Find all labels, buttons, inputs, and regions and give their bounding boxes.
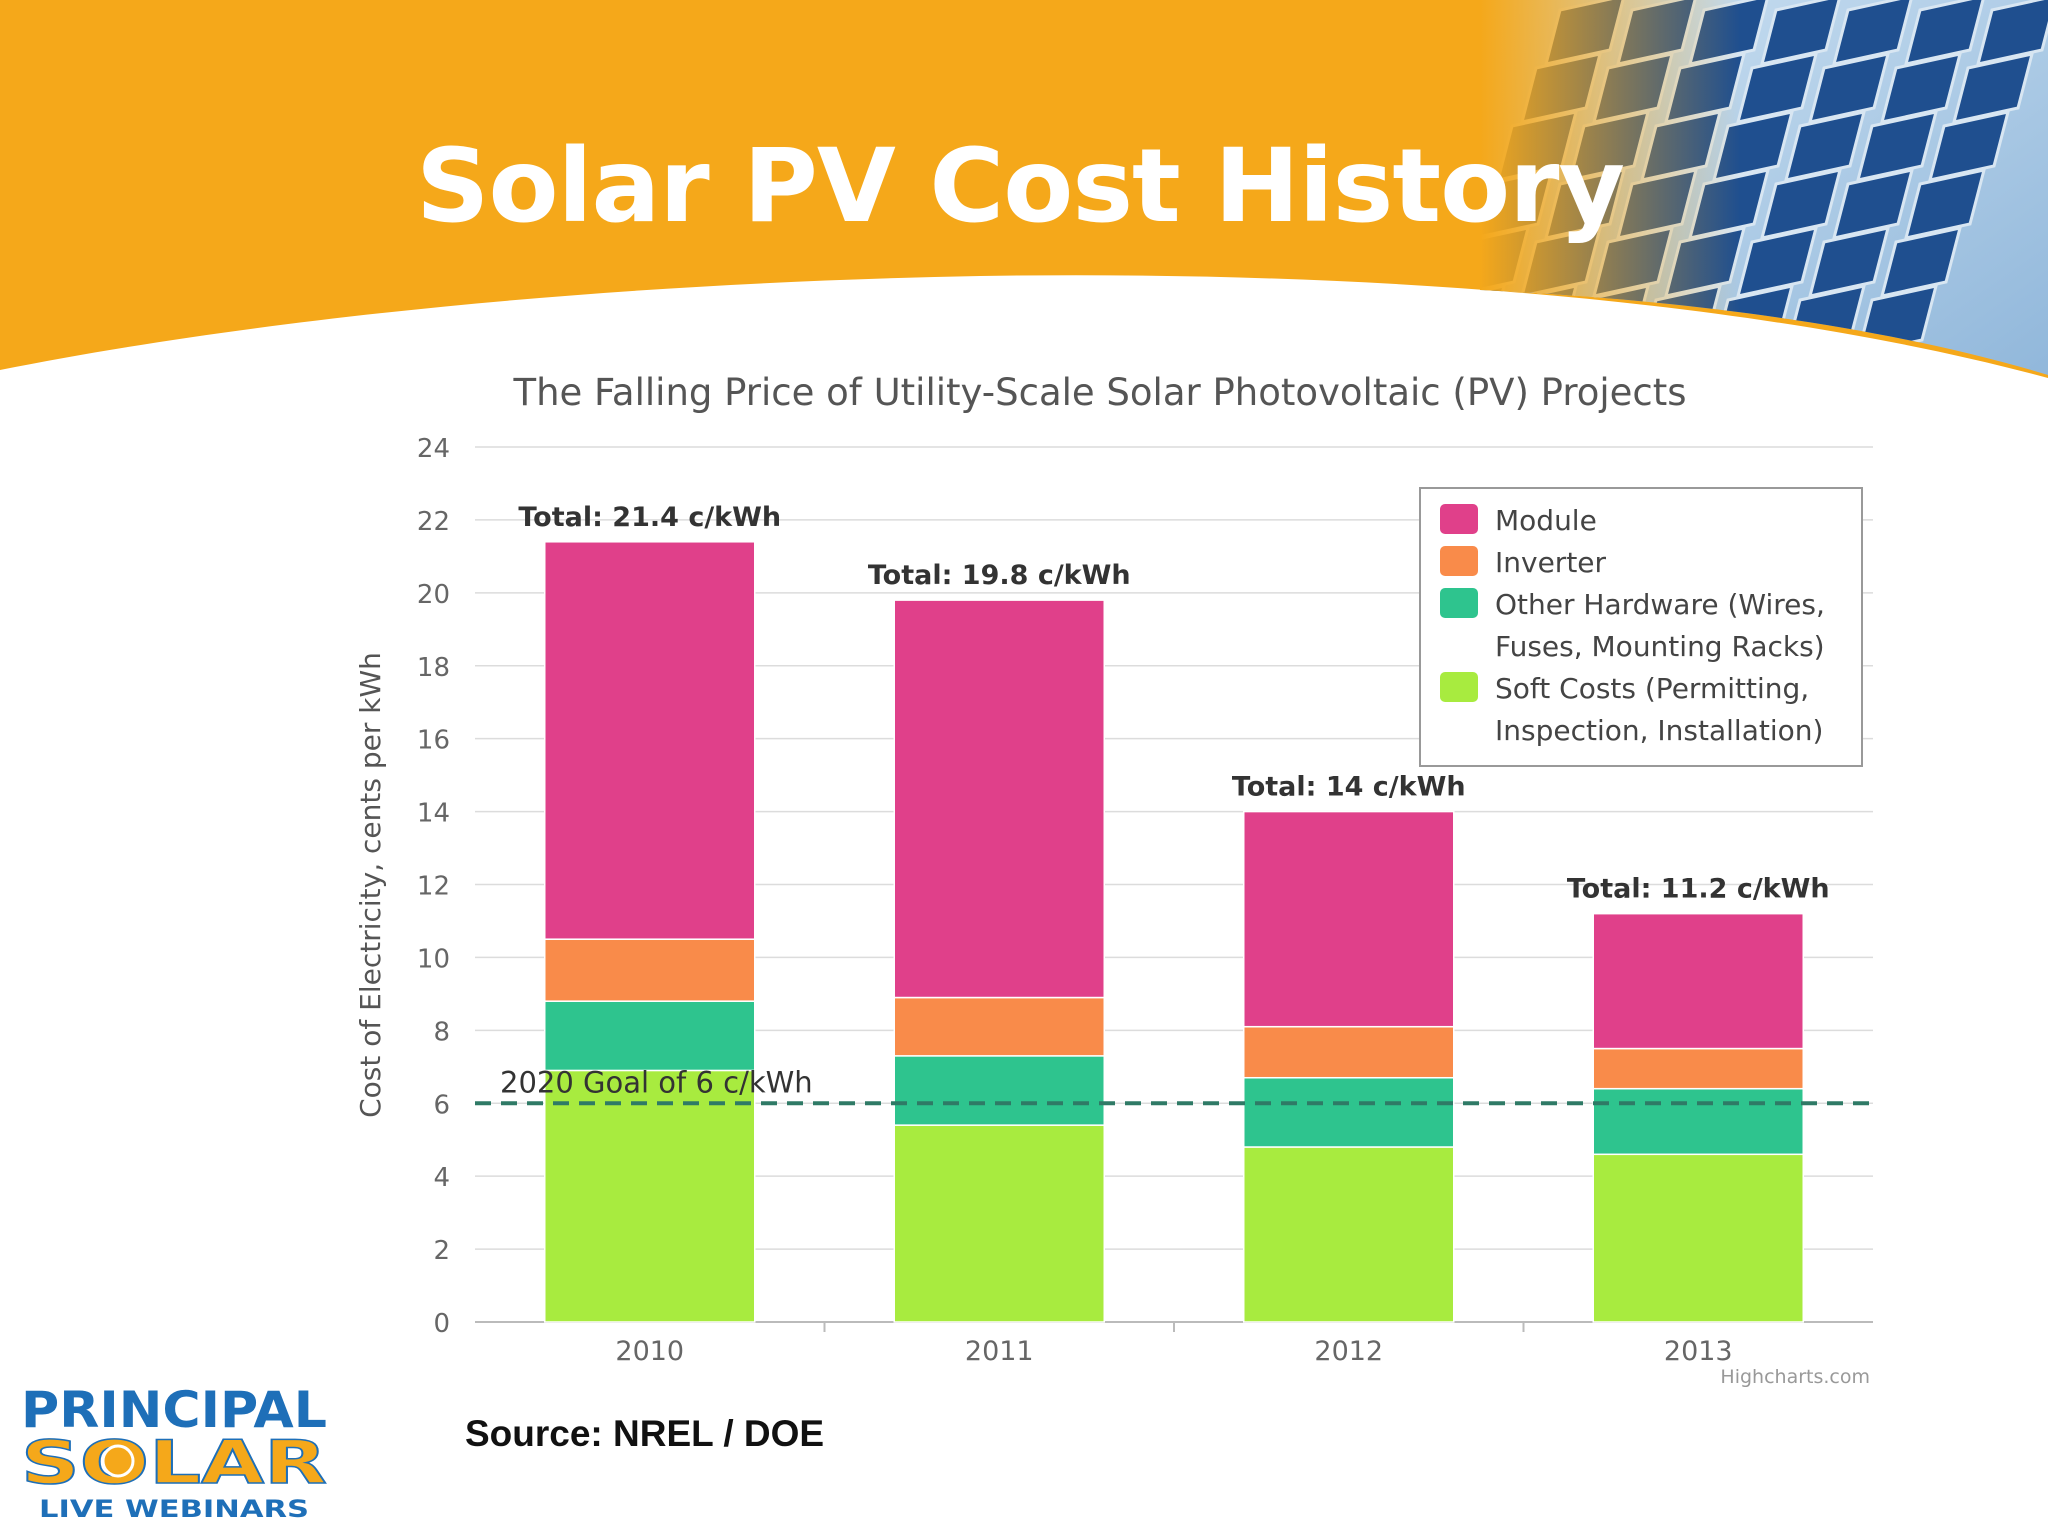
y-tick-label: 16	[417, 726, 450, 756]
y-tick-label: 6	[433, 1090, 450, 1120]
bar-segment	[1592, 1087, 1804, 1156]
legend-label: Inverter	[1495, 546, 1607, 579]
solar-panel-cell	[1807, 52, 1891, 124]
legend-swatch	[1440, 672, 1478, 702]
legend-label: Module	[1495, 504, 1597, 537]
goal-label: 2020 Goal of 6 c/kWh	[500, 1065, 813, 1099]
solar-panel-cell	[1855, 110, 1939, 182]
bar-segment	[544, 1069, 756, 1323]
x-tick-label: 2010	[615, 1336, 684, 1367]
y-tick-label: 0	[433, 1309, 450, 1339]
total-label: Total: 14 c/kWh	[1232, 772, 1466, 803]
slide-title: Solar PV Cost History	[416, 127, 1625, 246]
y-axis-label: Cost of Electricity, cents per kWh	[354, 652, 387, 1118]
legend-label: Other Hardware (Wires,	[1495, 588, 1825, 621]
y-tick-label: 14	[417, 799, 450, 829]
solar-panel-cell	[1759, 168, 1843, 240]
logo-word-principal: PRINCIPAL	[21, 1381, 327, 1439]
y-tick-label: 2	[433, 1236, 450, 1266]
legend-label: Fuses, Mounting Racks)	[1495, 630, 1825, 663]
logo-sun-icon	[101, 1444, 135, 1478]
bar-segment	[544, 1000, 756, 1072]
total-labels: Total: 21.4 c/kWh Total: 19.8 c/kWh Total:…	[518, 502, 1829, 905]
legend-label: Inspection, Installation)	[1495, 714, 1823, 747]
bar-segment	[1592, 1047, 1804, 1090]
legend-swatch	[1440, 504, 1478, 534]
solar-panel-cell	[1831, 168, 1915, 240]
logo-word-live-webinars: LIVE WEBINARS	[39, 1495, 309, 1523]
y-tick-label: 20	[417, 580, 450, 610]
source-text: Source: NREL / DOE	[465, 1413, 825, 1454]
bar-segment	[1243, 1146, 1455, 1323]
x-tick-label: 2013	[1664, 1336, 1733, 1367]
solar-panel-cell	[1783, 110, 1867, 182]
solar-panel-cell	[1831, 0, 1915, 66]
solar-panel-cell	[1735, 226, 1819, 298]
solar-panel-cell	[1879, 52, 1963, 124]
legend-swatch	[1440, 588, 1478, 618]
bar-segment	[1243, 810, 1455, 1028]
chart-title: The Falling Price of Utility-Scale Solar…	[512, 371, 1686, 414]
x-axis-ticks: 2010 2011 2012 2013	[615, 1322, 1733, 1367]
solar-panel-cell	[1879, 226, 1963, 298]
solar-panel-cell	[1975, 0, 2048, 66]
logo-word-solar: SOLAR	[21, 1428, 327, 1498]
chart-credit: Highcharts.com	[1720, 1366, 1870, 1388]
goal-line: 2020 Goal of 6 c/kWh	[475, 1065, 1873, 1106]
total-label: Total: 11.2 c/kWh	[1567, 874, 1830, 905]
x-tick-label: 2011	[965, 1336, 1034, 1367]
bar-segment	[1243, 1076, 1455, 1148]
y-tick-label: 18	[417, 653, 450, 683]
legend: Module Inverter Other Hardware (Wires, Fuse…	[1419, 487, 1863, 767]
y-tick-label: 10	[417, 944, 450, 974]
y-tick-label: 8	[433, 1017, 450, 1047]
solar-panel-cell	[1951, 52, 2035, 124]
y-tick-label: 4	[433, 1163, 450, 1193]
solar-panel-cell	[1903, 0, 1987, 66]
total-label: Total: 19.8 c/kWh	[868, 560, 1131, 591]
total-label: Total: 21.4 c/kWh	[518, 502, 781, 533]
bar-segment	[893, 1055, 1105, 1126]
bar-segment	[1592, 1153, 1804, 1323]
principal-solar-logo: PRINCIPAL SOLAR LIVE WEBINARS	[20, 1381, 328, 1523]
solar-panel-cell	[1735, 52, 1819, 124]
x-tick-label: 2012	[1314, 1336, 1383, 1367]
y-tick-label: 12	[417, 872, 450, 902]
solar-panel-cell	[1927, 110, 2011, 182]
solar-panel-cell	[1759, 0, 1843, 66]
bar-segment	[544, 541, 756, 940]
y-tick-label: 22	[417, 507, 450, 537]
legend-box	[1419, 487, 1863, 767]
y-tick-label: 24	[417, 434, 450, 464]
solar-panel-cell	[1903, 168, 1987, 240]
bar-segment	[893, 996, 1105, 1057]
bar-segment	[893, 1124, 1105, 1323]
bar-segment	[893, 599, 1105, 999]
bar-segment	[1592, 912, 1804, 1050]
bar-segment	[544, 938, 756, 1002]
legend-swatch	[1440, 546, 1478, 576]
legend-label: Soft Costs (Permitting,	[1495, 672, 1809, 705]
solar-panel-cell	[1807, 226, 1891, 298]
bars	[544, 541, 1804, 1323]
bar-segment	[1243, 1025, 1455, 1079]
